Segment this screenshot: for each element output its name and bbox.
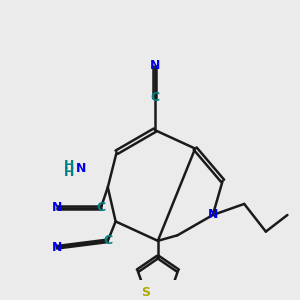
Text: C: C	[103, 234, 112, 247]
Text: N: N	[52, 241, 62, 254]
Text: S: S	[141, 286, 150, 299]
Text: N: N	[52, 201, 62, 214]
Text: N: N	[150, 59, 160, 72]
Text: C: C	[96, 201, 106, 214]
Text: N: N	[208, 208, 218, 221]
Text: H: H	[64, 166, 74, 179]
Text: C: C	[150, 91, 160, 104]
Text: N: N	[76, 162, 86, 176]
Text: H: H	[64, 159, 74, 172]
